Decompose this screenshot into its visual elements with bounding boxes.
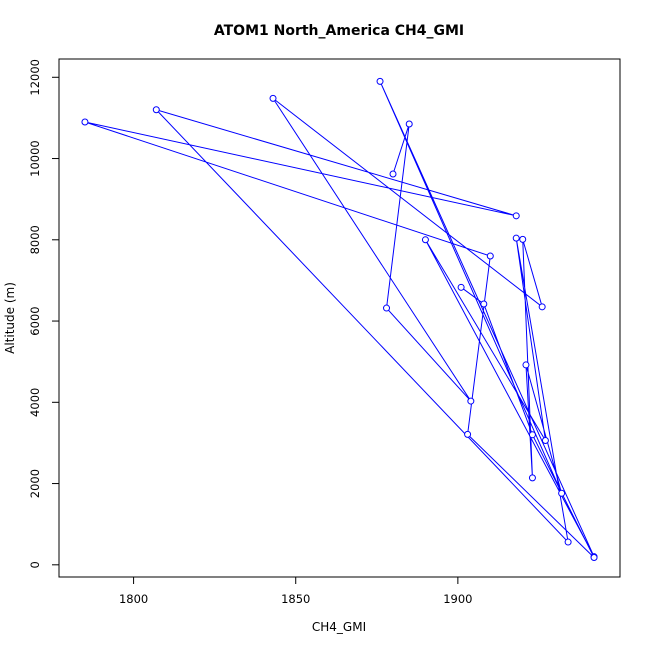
- data-point: [528, 474, 536, 482]
- data-point: [421, 236, 429, 244]
- data-point: [152, 106, 160, 114]
- x-axis: 1800 1850 1900: [119, 577, 473, 606]
- data-point: [269, 94, 277, 102]
- chart-title: ATOM1 North_America CH4_GMI: [214, 23, 464, 39]
- data-point: [528, 431, 536, 439]
- data-point: [81, 118, 89, 126]
- y-tick-label: 8000: [28, 225, 42, 254]
- y-tick-label: 12000: [28, 59, 42, 96]
- data-points: [81, 77, 598, 561]
- data-point: [564, 538, 572, 546]
- y-tick-label: 0: [28, 561, 42, 568]
- y-tick-label: 10000: [28, 140, 42, 177]
- data-point: [512, 212, 520, 220]
- data-point: [467, 397, 475, 405]
- y-tick-label: 2000: [28, 469, 42, 498]
- plot-area: [81, 77, 598, 561]
- y-tick-label: 4000: [28, 388, 42, 417]
- x-tick-label: 1850: [281, 592, 310, 606]
- data-point: [558, 489, 566, 497]
- data-point: [522, 361, 530, 369]
- data-point: [376, 77, 384, 85]
- data-point: [590, 553, 598, 561]
- x-axis-label: CH4_GMI: [312, 620, 366, 634]
- y-tick-label: 6000: [28, 306, 42, 335]
- data-point: [512, 234, 520, 242]
- data-point: [464, 430, 472, 438]
- data-point: [405, 120, 413, 128]
- data-point: [486, 252, 494, 260]
- data-point: [541, 436, 549, 444]
- y-axis: 0 2000 4000 6000 8000 10000 12000: [28, 59, 59, 568]
- data-point: [383, 304, 391, 312]
- x-tick-label: 1800: [119, 592, 148, 606]
- plot-frame: [58, 58, 621, 578]
- data-point: [457, 283, 465, 291]
- data-point: [389, 170, 397, 178]
- data-point: [538, 303, 546, 311]
- series-line: [84, 81, 595, 558]
- x-tick-label: 1900: [443, 592, 472, 606]
- data-point: [519, 235, 527, 243]
- y-axis-label: Altitude (m): [3, 282, 17, 354]
- data-point: [480, 300, 488, 308]
